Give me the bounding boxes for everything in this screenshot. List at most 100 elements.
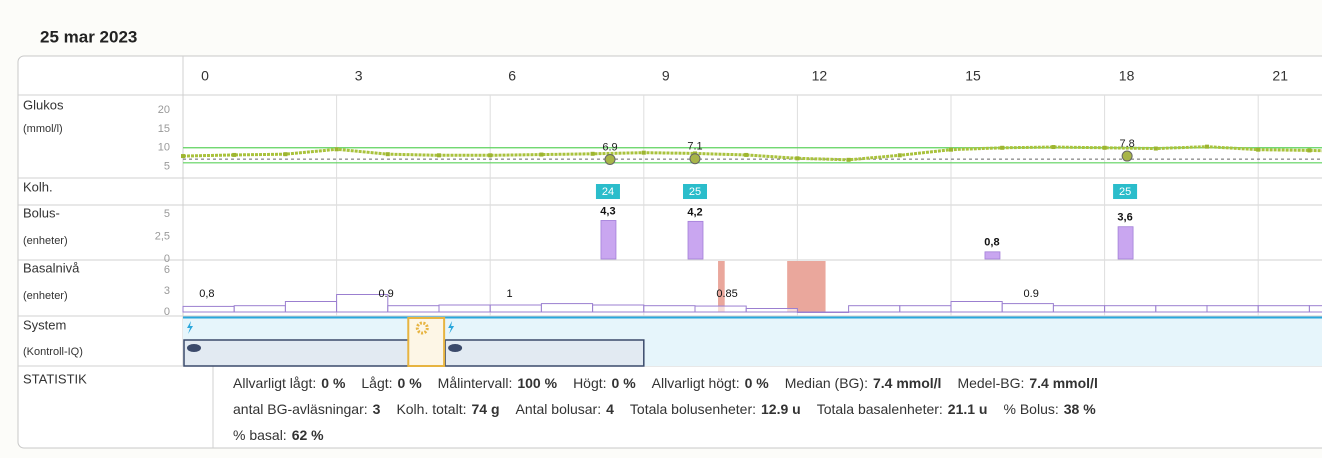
carb-label: 25: [1119, 186, 1131, 198]
basal-label: 0.9: [1024, 288, 1039, 300]
bg-reading-label: 7.1: [687, 141, 702, 153]
stat-value: 21.1 u: [947, 401, 988, 417]
hour-label: 9: [662, 68, 670, 84]
bg-reading: [689, 153, 701, 165]
basal-rate: [1155, 305, 1208, 313]
carb-box: [683, 184, 707, 199]
cgm-point: [1000, 145, 1005, 150]
y-tick-label: 3: [164, 285, 170, 297]
y-tick-label: 5: [164, 208, 170, 220]
row-label: STATISTIK: [23, 371, 87, 386]
stat-label: Kolh. totalt:: [396, 401, 467, 417]
hour-label: 0: [201, 68, 209, 84]
y-tick-label: 5: [164, 161, 170, 173]
basal-rate: [643, 305, 696, 313]
stat-label: Antal bolusar:: [515, 401, 602, 417]
stat-label: Median (BG):: [784, 375, 868, 391]
y-tick-label: 0: [164, 253, 170, 265]
y-tick-label: 20: [158, 104, 170, 116]
stat-value: 0 %: [321, 375, 346, 391]
cgm-point: [641, 150, 646, 155]
basal-rate: [336, 294, 389, 313]
statistics: Allvarligt lågt: 0 % Lågt: 0 % Målintervall:…: [233, 370, 1322, 448]
row-unit: (enheter): [23, 235, 68, 247]
basal-rate: [745, 308, 798, 313]
basal-rate: [1257, 305, 1310, 313]
cgm-point: [590, 151, 595, 156]
hour-label: 6: [508, 68, 516, 84]
stat-label: Allvarligt lågt:: [233, 375, 317, 391]
suspension: [787, 261, 826, 312]
basal-rate: [284, 301, 338, 313]
bg-reading: [1121, 150, 1133, 162]
basal-rate: [694, 305, 747, 313]
cgm-point: [744, 152, 749, 157]
hour-label: 18: [1119, 68, 1135, 84]
stat-value: 100 %: [517, 375, 558, 391]
basal-rate: [540, 303, 594, 313]
row-unit: (enheter): [23, 290, 68, 302]
basal-rate: [950, 301, 1003, 313]
stat-label: Målintervall:: [437, 375, 513, 391]
cgm-point: [1051, 145, 1056, 150]
basal-label: 1: [506, 288, 512, 300]
basal-label: 0.9: [378, 288, 393, 300]
carb-label: 24: [602, 186, 614, 198]
basal-rate: [1308, 305, 1322, 313]
basal-label: 0.85: [716, 288, 737, 300]
stat-value: 0 %: [611, 375, 636, 391]
stats-line: antal BG-avläsningar: 3 Kolh. totalt: 74 g A…: [233, 396, 1322, 422]
basal-rate: [796, 311, 850, 313]
cgm-point: [949, 147, 953, 152]
row-unit: (mmol/l): [23, 123, 63, 135]
y-tick-label: 0: [164, 306, 170, 318]
stat-label: Totala bolusenheter:: [629, 401, 756, 417]
cgm-point: [897, 153, 902, 158]
bolus-label: 4,2: [687, 206, 702, 218]
basal-rate: [233, 305, 286, 313]
sleep-icon: [187, 344, 201, 352]
basal-rate: [489, 304, 542, 313]
suspension: [718, 261, 725, 312]
basal-label: 0,8: [199, 288, 214, 300]
bg-reading-label: 7.8: [1119, 138, 1134, 150]
carb-box: [595, 184, 620, 199]
bg-reading: [604, 153, 616, 165]
stat-label: Lågt:: [361, 375, 393, 391]
hour-label: 21: [1272, 68, 1288, 84]
stat-value: 7.4 mmol/l: [1029, 375, 1098, 391]
basal-rate: [1206, 305, 1259, 313]
cgm-point: [539, 152, 544, 157]
cgm-point: [1307, 148, 1312, 153]
lightning-icon: [448, 321, 455, 334]
bolus-bar: [687, 220, 704, 260]
stat-value: 62 %: [291, 427, 324, 443]
bolus-label: 4,3: [600, 205, 615, 217]
row-label: Bolus-: [23, 205, 60, 220]
row-label: Kolh.: [23, 179, 53, 194]
stats-line: % basal: 62 %: [233, 422, 1322, 448]
stat-value: 0 %: [397, 375, 422, 391]
cgm-point: [232, 152, 237, 157]
stat-label: Allvarligt högt:: [651, 375, 740, 391]
stat-value: 4: [606, 401, 614, 417]
basal-rate: [387, 305, 440, 313]
row-label: Basalnivå: [23, 260, 80, 275]
lightning-icon: [187, 321, 193, 334]
stat-label: Totala basalenheter:: [816, 401, 943, 417]
basal-rate: [182, 305, 235, 313]
hour-label: 15: [965, 68, 981, 84]
cgm-point: [181, 154, 185, 159]
stat-value: 12.9 u: [761, 401, 801, 417]
stat-value: 74 g: [471, 401, 500, 417]
cgm-point: [385, 152, 390, 157]
basal-rate: [1052, 305, 1106, 313]
sleep-period: [444, 339, 645, 367]
stat-label: % Bolus:: [1003, 401, 1059, 417]
sleep-icon: [448, 344, 463, 352]
basal-rate: [592, 304, 645, 313]
cgm-point: [1153, 146, 1158, 151]
hour-label: 12: [812, 68, 828, 84]
